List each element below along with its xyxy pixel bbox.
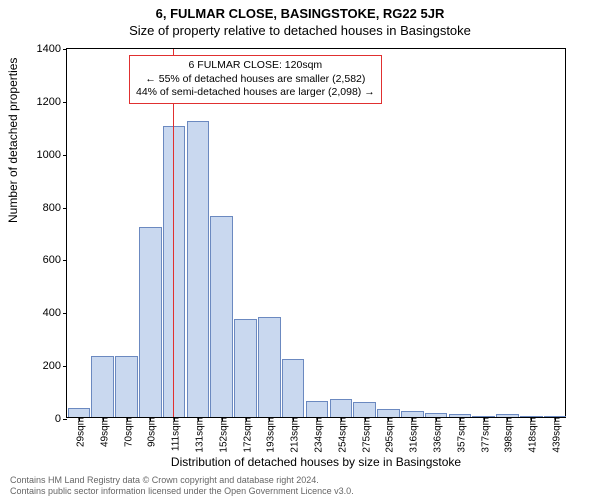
- footer-line: Contains HM Land Registry data © Crown c…: [10, 475, 590, 486]
- x-tick-label: 172sqm: [238, 417, 253, 453]
- bar: [91, 356, 114, 417]
- x-tick-label: 234sqm: [310, 417, 325, 453]
- x-tick-label: 193sqm: [262, 417, 277, 453]
- bar: [115, 356, 138, 417]
- footer-attribution: Contains HM Land Registry data © Crown c…: [10, 475, 590, 497]
- x-tick-label: 357sqm: [452, 417, 467, 453]
- bar: [377, 409, 400, 417]
- y-tick-mark: [63, 102, 67, 103]
- bar: [139, 227, 162, 417]
- x-tick-label: 213sqm: [286, 417, 301, 453]
- bar: [282, 359, 305, 417]
- bar: [210, 216, 233, 417]
- y-tick-mark: [63, 208, 67, 209]
- annotation-line: 44% of semi-detached houses are larger (…: [136, 86, 375, 100]
- x-tick-label: 49sqm: [95, 417, 110, 447]
- title-block: 6, FULMAR CLOSE, BASINGSTOKE, RG22 5JR S…: [0, 0, 600, 38]
- y-tick-mark: [63, 313, 67, 314]
- x-tick-label: 336sqm: [429, 417, 444, 453]
- bar: [187, 121, 210, 417]
- bar: [234, 319, 257, 417]
- bar: [163, 126, 186, 417]
- x-tick-label: 152sqm: [214, 417, 229, 453]
- x-tick-label: 275sqm: [357, 417, 372, 453]
- bar: [68, 408, 91, 417]
- y-tick-mark: [63, 419, 67, 420]
- x-axis-label: Distribution of detached houses by size …: [66, 455, 566, 469]
- y-tick-mark: [63, 49, 67, 50]
- x-tick-label: 316sqm: [405, 417, 420, 453]
- y-tick-mark: [63, 366, 67, 367]
- annotation-line: 6 FULMAR CLOSE: 120sqm: [136, 59, 375, 73]
- x-tick-label: 377sqm: [476, 417, 491, 453]
- x-tick-label: 295sqm: [381, 417, 396, 453]
- footer-line: Contains public sector information licen…: [10, 486, 590, 497]
- x-tick-label: 254sqm: [333, 417, 348, 453]
- bar: [258, 317, 281, 417]
- x-tick-label: 418sqm: [524, 417, 539, 453]
- x-tick-label: 398sqm: [500, 417, 515, 453]
- bar: [330, 399, 353, 418]
- y-tick-mark: [63, 155, 67, 156]
- y-axis-label: Number of detached properties: [6, 58, 20, 223]
- bar: [306, 401, 329, 417]
- chart-subtitle: Size of property relative to detached ho…: [0, 23, 600, 38]
- x-tick-label: 439sqm: [548, 417, 563, 453]
- bar: [353, 402, 376, 417]
- marker-line: [173, 49, 174, 417]
- x-tick-label: 90sqm: [143, 417, 158, 447]
- annotation-line: ← 55% of detached houses are smaller (2,…: [136, 73, 375, 87]
- x-tick-label: 111sqm: [167, 417, 182, 451]
- x-tick-label: 131sqm: [190, 417, 205, 453]
- chart-container: 6, FULMAR CLOSE, BASINGSTOKE, RG22 5JR S…: [0, 0, 600, 500]
- annotation-box: 6 FULMAR CLOSE: 120sqm← 55% of detached …: [129, 55, 382, 104]
- x-tick-label: 70sqm: [119, 417, 134, 447]
- plot-area: 020040060080010001200140029sqm49sqm70sqm…: [66, 48, 566, 418]
- y-tick-mark: [63, 260, 67, 261]
- x-tick-label: 29sqm: [71, 417, 86, 447]
- chart-supertitle: 6, FULMAR CLOSE, BASINGSTOKE, RG22 5JR: [0, 6, 600, 21]
